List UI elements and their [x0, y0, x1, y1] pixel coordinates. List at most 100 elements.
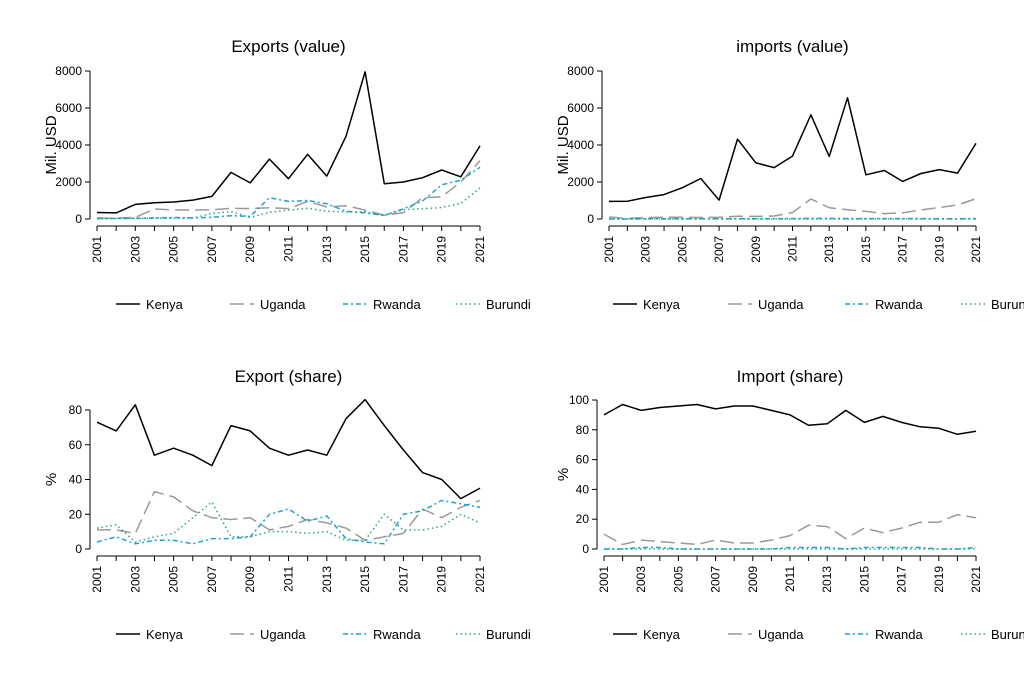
y-tick-label: 4000 [567, 138, 594, 152]
x-tick-label: 2005 [167, 566, 181, 593]
y-tick-label: 8000 [567, 64, 594, 78]
legend-label: Kenya [146, 297, 184, 312]
x-tick-label: 2001 [597, 566, 611, 593]
y-axis-label: Mil. USD [43, 115, 60, 174]
legend: Kenya Uganda Rwanda Burundi [613, 627, 1024, 642]
series-line-kenya [608, 97, 977, 203]
x-tick-label: 2017 [895, 566, 909, 593]
chart-panel-2: imports (value) Mil. USD 0 2000 4000 6000 8000… [555, 37, 1024, 312]
y-tick-label: 60 [576, 453, 590, 467]
y-tick-label: 2000 [567, 175, 594, 189]
y-tick-label: 0 [582, 542, 589, 556]
x-tick-label: 2011 [783, 566, 797, 592]
x-tick-label: 2015 [857, 566, 871, 593]
y-tick-label: 80 [69, 403, 83, 417]
x-tick-label: 2009 [243, 566, 257, 593]
legend-label: Rwanda [875, 627, 923, 642]
y-tick-label: 20 [576, 512, 590, 526]
chart-title: Export (share) [235, 367, 343, 386]
x-tick-label: 2003 [634, 566, 648, 593]
x-tick-label: 2015 [358, 566, 372, 593]
x-tick-label: 2013 [320, 236, 334, 263]
x-tick-label: 2009 [749, 236, 763, 263]
legend: Kenya Uganda Rwanda Burundi [116, 297, 531, 312]
y-tick-label: 6000 [55, 101, 82, 115]
legend-label: Kenya [146, 627, 184, 642]
x-tick-label: 2017 [396, 566, 410, 593]
x-tick-label: 2019 [932, 566, 946, 593]
x-tick-label: 2019 [435, 566, 449, 593]
x-tick-label: 2007 [709, 566, 723, 593]
legend-label: Burundi [991, 627, 1024, 642]
series-line-kenya [96, 398, 481, 500]
x-tick-label: 2011 [282, 236, 296, 262]
x-tick-label: 2005 [671, 566, 685, 593]
x-tick-label: 2005 [675, 236, 689, 263]
legend-label: Rwanda [373, 297, 421, 312]
y-tick-label: 6000 [567, 101, 594, 115]
series-line-rwanda [96, 166, 481, 220]
x-tick-label: 2017 [396, 236, 410, 263]
chart-title: Import (share) [737, 367, 844, 386]
x-tick-label: 2019 [932, 236, 946, 263]
x-tick-label: 2011 [282, 566, 296, 592]
x-tick-label: 2013 [820, 566, 834, 593]
x-tick-label: 2013 [822, 236, 836, 263]
legend-label: Uganda [758, 627, 804, 642]
series-line-burundi [96, 501, 481, 543]
legend-label: Burundi [486, 627, 531, 642]
y-tick-label: 2000 [55, 175, 82, 189]
series-line-rwanda [609, 217, 977, 220]
x-tick-label: 2003 [128, 566, 142, 593]
x-tick-label: 2003 [639, 236, 653, 263]
y-tick-label: 0 [75, 212, 82, 226]
x-tick-label: 2021 [473, 236, 487, 263]
series-line-rwanda [604, 546, 977, 550]
series-line-burundi [96, 187, 481, 220]
legend-label: Uganda [758, 297, 804, 312]
chart-panel-1: Exports (value) Mil. USD 0 2000 4000 6000 8000… [43, 37, 531, 312]
y-tick-label: 100 [569, 393, 589, 407]
x-tick-label: 2001 [90, 236, 104, 263]
x-tick-label: 2007 [712, 236, 726, 263]
y-tick-label: 4000 [55, 138, 82, 152]
series-line-rwanda [96, 499, 481, 545]
legend-label: Kenya [643, 627, 681, 642]
series-line-uganda [96, 160, 481, 220]
x-tick-label: 2021 [969, 566, 983, 593]
chart-title: imports (value) [736, 37, 848, 56]
x-tick-label: 2009 [243, 236, 257, 263]
y-tick-label: 40 [576, 482, 590, 496]
series-line-uganda [97, 490, 481, 542]
x-tick-label: 2011 [786, 236, 800, 262]
series-line-uganda [608, 197, 977, 220]
series-line-kenya [603, 403, 977, 436]
legend-label: Burundi [486, 297, 531, 312]
legend: Kenya Uganda Rwanda Burundi [613, 297, 1024, 312]
y-tick-label: 80 [576, 423, 590, 437]
x-tick-label: 2009 [746, 566, 760, 593]
x-tick-label: 2021 [969, 236, 983, 263]
x-tick-label: 2015 [859, 236, 873, 263]
legend-label: Kenya [643, 297, 681, 312]
y-tick-label: 20 [69, 507, 83, 521]
x-tick-label: 2015 [358, 236, 372, 263]
y-tick-label: 60 [69, 438, 83, 452]
legend: Kenya Uganda Rwanda Burundi [116, 627, 531, 642]
x-tick-label: 2013 [320, 566, 334, 593]
series-line-uganda [603, 513, 977, 546]
y-axis-label: % [555, 468, 572, 481]
x-tick-label: 2007 [205, 566, 219, 593]
legend-label: Burundi [991, 297, 1024, 312]
chart-panel-3: Export (share)% 0 20 40 60 80 2001 2003 2005 2007… [43, 367, 531, 642]
chart-panel-4: Import (share)% 0 20 40 60 80 100 2001 2003 2005 2… [555, 367, 1024, 642]
y-tick-label: 8000 [55, 64, 82, 78]
series-line-kenya [96, 71, 481, 214]
legend-label: Rwanda [875, 297, 923, 312]
y-tick-label: 40 [69, 473, 83, 487]
chart-title: Exports (value) [231, 37, 345, 56]
x-tick-label: 2007 [205, 236, 219, 263]
y-axis-label: Mil. USD [555, 115, 572, 174]
y-tick-label: 0 [587, 212, 594, 226]
